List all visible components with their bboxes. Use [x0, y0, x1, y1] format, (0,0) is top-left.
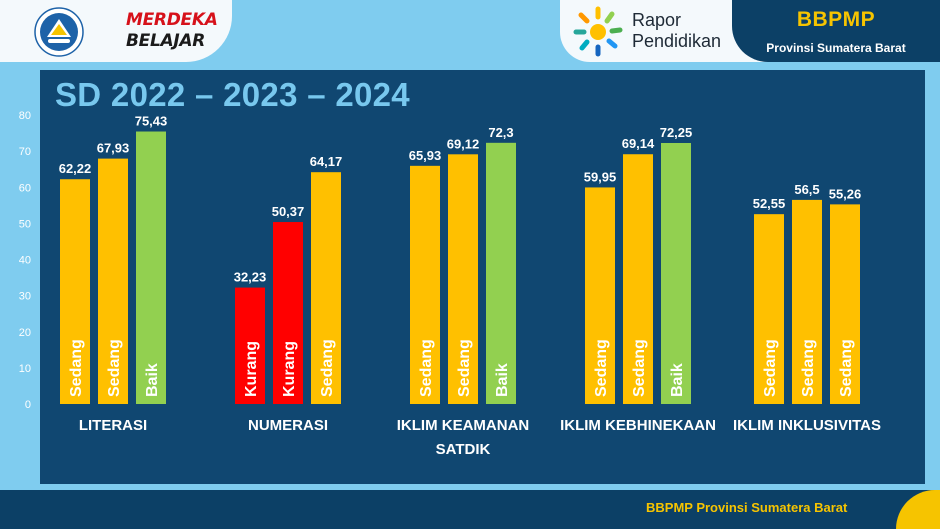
category-label: SATDIK	[436, 441, 491, 458]
data-label: 72,3	[488, 125, 513, 140]
bar	[448, 154, 478, 404]
bar	[585, 187, 615, 404]
category-label: NUMERASI	[248, 417, 328, 434]
data-label: 32,23	[234, 270, 267, 285]
bar	[754, 214, 784, 404]
rapor-pendidikan-logo: Rapor Pendidikan	[632, 10, 721, 52]
data-label: 69,12	[447, 136, 480, 151]
y-tick-label: 70	[19, 146, 31, 158]
status-label: Baik	[669, 363, 686, 397]
bar	[60, 179, 90, 404]
status-label: Sedang	[456, 339, 473, 397]
category-label: IKLIM INKLUSIVITAS	[733, 417, 881, 434]
org-banner	[732, 0, 940, 62]
data-label: 59,95	[584, 169, 617, 184]
rapor-line-2: Pendidikan	[632, 31, 722, 51]
rapor-pendidikan-sun-icon	[573, 6, 623, 57]
bar	[410, 165, 440, 404]
status-label: Sedang	[593, 339, 610, 397]
bar	[98, 158, 128, 404]
category-label: IKLIM KEBHINEKAAN	[560, 417, 716, 434]
y-tick-label: 50	[19, 218, 31, 230]
bar	[623, 154, 653, 404]
bar	[235, 287, 265, 404]
y-tick-label: 10	[19, 363, 31, 375]
data-label: 56,5	[794, 182, 819, 197]
data-label: 55,26	[829, 186, 862, 201]
bar	[792, 199, 822, 404]
status-label: Sedang	[319, 339, 336, 397]
data-label: 65,93	[409, 148, 442, 163]
data-label: 50,37	[272, 204, 305, 219]
status-label: Kurang	[243, 341, 260, 397]
y-tick-label: 40	[19, 255, 31, 267]
bar	[136, 131, 166, 404]
status-label: Sedang	[106, 339, 123, 397]
org-title: BBPMP	[796, 8, 876, 31]
y-tick-label: 20	[19, 327, 31, 339]
y-tick-label: 30	[19, 291, 31, 303]
footer-bar	[0, 490, 940, 529]
brand-line-1: MERDEKA	[126, 10, 218, 30]
data-label: 72,25	[660, 125, 693, 140]
bar	[661, 142, 691, 404]
category-label: IKLIM KEAMANAN	[397, 417, 530, 434]
status-label: Baik	[494, 363, 511, 397]
status-label: Sedang	[800, 339, 817, 397]
data-label: 62,22	[59, 161, 92, 176]
status-label: Kurang	[281, 341, 298, 397]
data-label: 75,43	[135, 114, 168, 129]
brand-line-2: BELAJAR	[126, 31, 206, 51]
status-label: Sedang	[631, 339, 648, 397]
bar	[486, 142, 516, 404]
y-tick-label: 0	[25, 399, 31, 411]
data-label: 52,55	[753, 196, 786, 211]
chart-title: SD 2022 – 2023 – 2024	[55, 76, 410, 113]
org-subtitle: Provinsi Sumatera Barat	[766, 41, 906, 55]
status-label: Sedang	[68, 339, 85, 397]
status-label: Sedang	[418, 339, 435, 397]
data-label: 64,17	[310, 154, 343, 169]
category-label: LITERASI	[79, 417, 147, 434]
bar	[311, 172, 341, 404]
bar	[273, 222, 303, 404]
status-label: Sedang	[762, 339, 779, 397]
tut-wuri-logo-icon	[34, 7, 84, 57]
data-label: 69,14	[622, 136, 655, 151]
status-label: Baik	[144, 363, 161, 397]
bar	[830, 204, 860, 404]
data-label: 67,93	[97, 141, 130, 156]
footer-text: BBPMP Provinsi Sumatera Barat	[646, 500, 848, 515]
status-label: Sedang	[838, 339, 855, 397]
y-tick-label: 80	[19, 110, 31, 122]
y-tick-label: 60	[19, 182, 31, 194]
merdeka-belajar-logo: MERDEKA BELAJAR	[126, 10, 218, 52]
rapor-line-1: Rapor	[632, 10, 682, 30]
